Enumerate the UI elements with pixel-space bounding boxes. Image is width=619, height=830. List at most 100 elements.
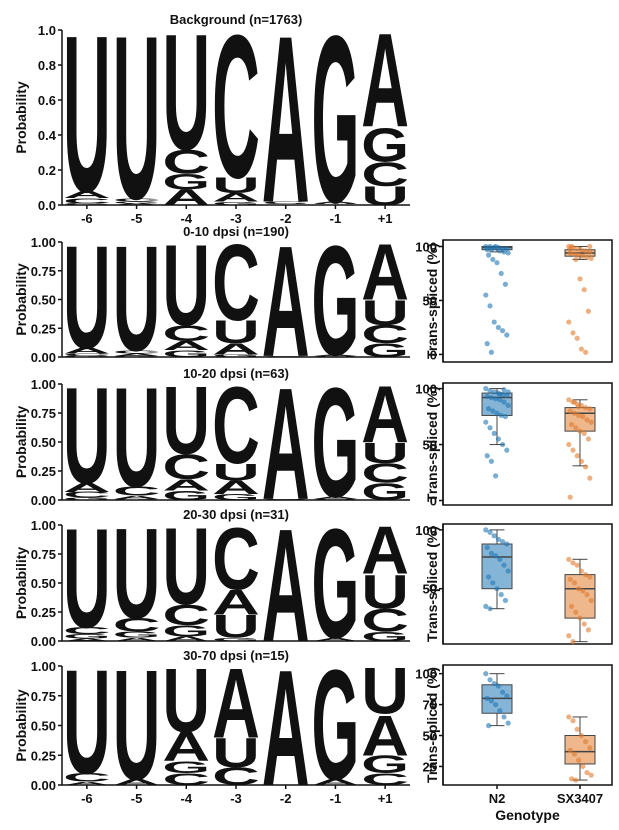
data-point — [571, 410, 578, 416]
logo-letter: A — [312, 496, 360, 500]
box — [481, 543, 513, 590]
logo-letter: U — [113, 214, 161, 382]
logo-letter: G — [361, 630, 409, 644]
logo-letter: A — [63, 481, 111, 495]
data-point — [587, 574, 593, 580]
data-point — [566, 633, 572, 639]
data-point — [504, 447, 510, 453]
data-point — [587, 243, 593, 250]
data-point — [580, 253, 586, 259]
y-tick-label: 100 — [415, 382, 437, 397]
data-point — [484, 695, 490, 702]
data-point — [570, 718, 576, 724]
logo-letter: A — [212, 340, 260, 358]
logo-letter: A — [63, 346, 111, 355]
data-point — [483, 527, 489, 533]
data-point — [573, 425, 579, 431]
data-point — [581, 430, 587, 436]
y-tick-label: 1.0 — [38, 23, 56, 38]
logo-letter: C — [212, 508, 260, 608]
logo-letter: G — [162, 622, 210, 640]
data-point — [567, 250, 573, 256]
x-tick-label: -6 — [81, 791, 93, 806]
logo-letter: C — [113, 615, 161, 636]
logo-letter: A — [361, 704, 409, 768]
plot-frame — [442, 664, 613, 786]
data-point — [494, 410, 500, 416]
logo-letter: U — [212, 609, 260, 645]
data-point — [505, 402, 511, 408]
logo-letter: C — [162, 770, 210, 789]
y-tick-label: 50 — [423, 729, 437, 744]
logo-letter: G — [212, 354, 260, 358]
data-point — [566, 397, 572, 403]
x-tick-label: -1 — [330, 791, 342, 806]
data-point — [576, 403, 582, 410]
data-point — [571, 399, 578, 405]
data-point — [584, 254, 590, 260]
logo-letter: A — [212, 191, 260, 205]
panel-title: 0-10 dpsi (n=190) — [183, 224, 289, 239]
data-point — [583, 464, 589, 470]
data-point — [494, 260, 500, 266]
data-point — [491, 533, 497, 539]
logo-letter: G — [312, 214, 360, 389]
logo-letter: C — [262, 356, 310, 357]
data-point — [585, 627, 592, 633]
data-point — [483, 292, 489, 298]
data-point — [580, 763, 586, 770]
logo-letter: A — [312, 354, 360, 356]
data-point — [502, 413, 508, 420]
logo-letter: G — [113, 201, 161, 204]
data-point — [578, 732, 585, 739]
data-point — [484, 544, 490, 551]
data-point — [501, 714, 507, 720]
y-tick-label: 0.4 — [38, 128, 57, 143]
logo-letter: U — [312, 356, 360, 357]
logo-letter: A — [262, 0, 310, 253]
data-point — [574, 453, 580, 459]
y-tick-label: 0.50 — [31, 293, 56, 308]
data-point — [486, 574, 492, 580]
logo-letter: G — [162, 489, 210, 503]
logo-letter: U — [63, 216, 111, 380]
logo-letter: C — [262, 201, 310, 204]
data-point — [490, 580, 496, 586]
data-point — [498, 412, 504, 419]
data-point — [570, 560, 576, 566]
data-point — [501, 399, 507, 405]
y-tick-label: 0.50 — [31, 576, 56, 591]
logo-letter: C — [113, 349, 161, 354]
data-point — [495, 536, 501, 542]
x-tick-label: SX3407 — [557, 791, 603, 806]
logo-letter: A — [162, 724, 210, 770]
logo-letter: C — [113, 197, 161, 202]
data-point — [587, 475, 593, 481]
data-point — [500, 441, 506, 448]
x-tick-label: -1 — [330, 211, 342, 226]
data-point — [587, 249, 593, 255]
data-point — [487, 388, 493, 394]
data-point — [483, 671, 489, 677]
logo-letter: U — [262, 499, 310, 500]
data-point — [483, 419, 489, 425]
logo-letter: G — [212, 637, 260, 642]
x-axis-label: Genotype — [495, 807, 560, 823]
logo-letter: G — [113, 356, 161, 358]
data-point — [483, 603, 489, 609]
x-tick-label: -3 — [230, 791, 242, 806]
data-point — [577, 615, 583, 621]
logo-letter: G — [113, 630, 161, 639]
data-point — [567, 246, 573, 252]
logo-letter: A — [113, 203, 161, 206]
data-point — [498, 270, 504, 277]
logo-letter: G — [312, 357, 360, 531]
logo-letter: G — [312, 0, 360, 252]
x-tick-label: -4 — [181, 791, 193, 806]
data-point — [498, 591, 504, 598]
logo-letter: C — [361, 458, 409, 489]
data-point — [567, 747, 573, 753]
data-point — [571, 580, 578, 586]
y-axis-label: Probability — [13, 81, 29, 154]
data-point — [484, 453, 490, 459]
